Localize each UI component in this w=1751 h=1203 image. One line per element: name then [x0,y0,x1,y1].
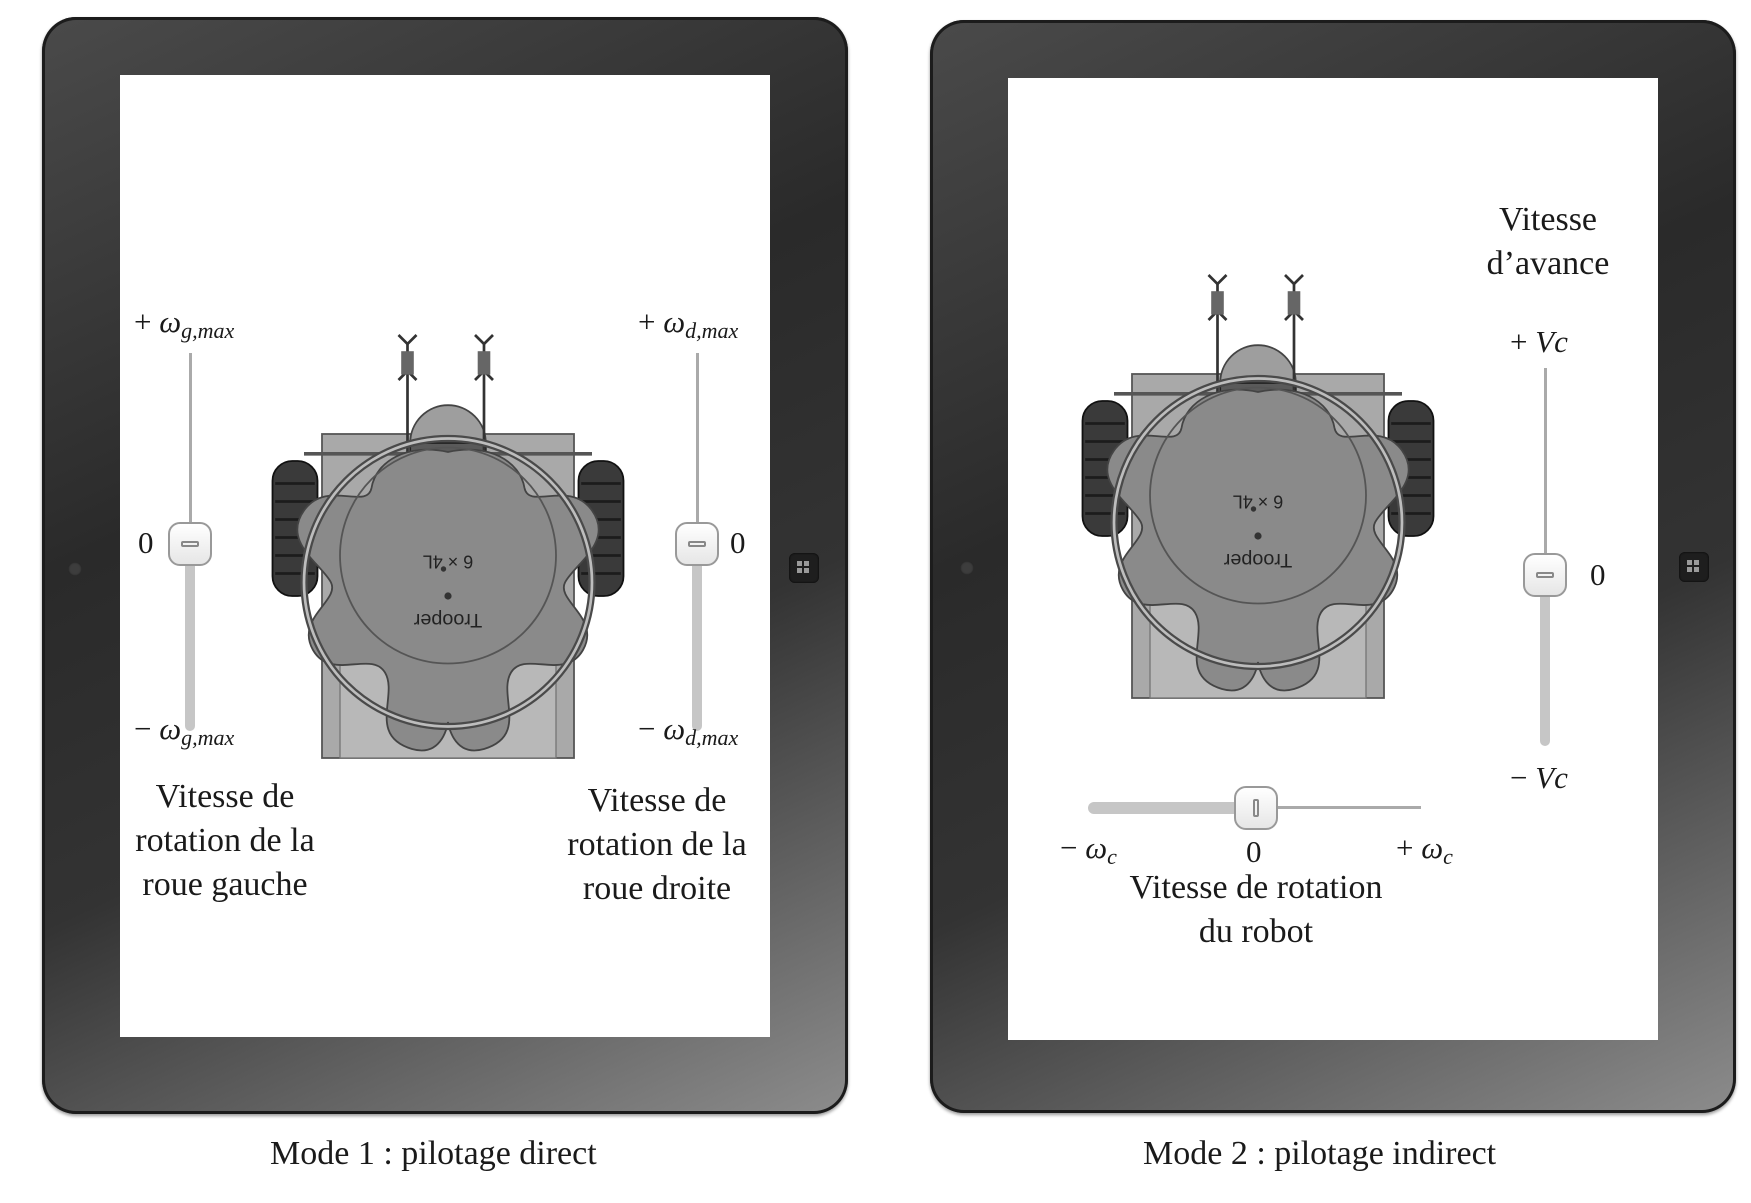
horizontal-slider-track-left[interactable] [1088,802,1263,814]
robot-model-text: 6 × 4L [423,552,474,572]
camera-icon [960,561,974,575]
robot-brand-text: Trooper [1223,549,1292,571]
tablet-mode-1: Trooper 6 × 4L + ωg,max 0 − ωg,max Vites… [42,17,848,1114]
robot-model-text: 6 × 4L [1233,492,1284,512]
screen-mode-2: Trooper 6 × 4L Vitesse d’avance + Vc 0 −… [1008,78,1658,1040]
robot-brand-text: Trooper [413,609,482,631]
vertical-slider-track-upper[interactable] [1544,368,1547,563]
robot-top-view: Trooper 6 × 4L [268,300,628,820]
horizontal-slider-track-right[interactable] [1263,806,1421,809]
tablet-mode-2: Trooper 6 × 4L Vitesse d’avance + Vc 0 −… [930,20,1736,1113]
vertical-slider-track-lower[interactable] [1540,578,1550,746]
right-slider-track-upper[interactable] [696,353,699,533]
right-slider-min-label: − ωd,max [638,711,739,750]
vertical-slider-max-label: + Vc [1510,324,1568,359]
vertical-slider-thumb[interactable] [1523,553,1567,597]
mode-1-caption: Mode 1 : pilotage direct [270,1135,597,1172]
right-slider-zero-label: 0 [730,525,746,560]
camera-icon [68,562,82,576]
left-slider-min-label: − ωg,max [134,711,235,750]
right-slider-thumb[interactable] [675,522,719,566]
horizontal-slider-zero-label: 0 [1246,834,1262,869]
robot-top-view: Trooper 6 × 4L [1078,240,1438,760]
windows-button-icon[interactable] [789,553,819,583]
left-slider-thumb[interactable] [168,522,212,566]
vertical-slider-zero-label: 0 [1590,557,1606,592]
horizontal-slider-max-label: + ωc [1396,830,1453,869]
horizontal-slider-thumb[interactable] [1234,786,1278,830]
horizontal-slider-min-label: − ωc [1060,830,1117,869]
right-wheel-speed-label: Vitesse de rotation de la roue droite [567,782,747,907]
vertical-slider-min-label: − Vc [1510,760,1568,795]
left-slider-track-lower[interactable] [185,545,195,731]
screen-mode-1: Trooper 6 × 4L + ωg,max 0 − ωg,max Vites… [120,75,770,1037]
left-slider-track-upper[interactable] [189,353,192,533]
right-slider-track-lower[interactable] [692,545,702,731]
mode-2-caption: Mode 2 : pilotage indirect [1143,1135,1497,1172]
left-slider-max-label: + ωg,max [134,304,235,343]
right-slider-max-label: + ωd,max [638,304,739,343]
forward-speed-label: Vitesse d’avance [1486,201,1610,282]
left-slider-zero-label: 0 [138,525,154,560]
left-wheel-speed-label: Vitesse de rotation de la roue gauche [135,778,315,903]
rotation-speed-label: Vitesse de rotation du robot [1129,869,1383,950]
windows-button-icon[interactable] [1679,552,1709,582]
